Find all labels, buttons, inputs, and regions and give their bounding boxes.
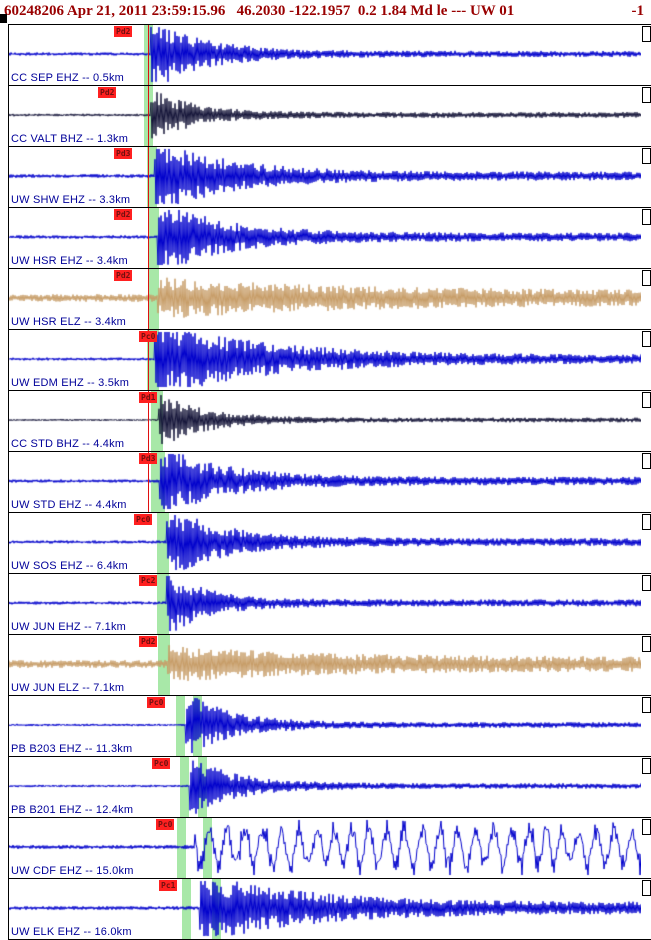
trace-panel: Pc1 UW ELK EHZ -- 16.0km	[9, 879, 651, 940]
station-label: UW EDM EHZ -- 3.5km	[11, 377, 130, 389]
waveform-canvas[interactable]	[9, 574, 641, 634]
scroll-gutter-box[interactable]	[642, 209, 651, 225]
station-label: UW SHW EHZ -- 3.3km	[11, 194, 131, 206]
trace-panel: Pc0 UW EDM EHZ -- 3.5km	[9, 330, 651, 391]
waveform-canvas[interactable]	[9, 513, 641, 573]
station-label: UW ELK EHZ -- 16.0km	[11, 926, 132, 938]
pick-time-line	[148, 147, 149, 207]
trace-panel: Pd2 UW HSR ELZ -- 3.4km	[9, 269, 651, 330]
trace-panel: Pd3 UW STD EHZ -- 4.4km	[9, 452, 651, 513]
scroll-gutter-box[interactable]	[642, 148, 651, 164]
station-label: UW JUN EHZ -- 7.1km	[11, 621, 127, 633]
corner-marker	[0, 14, 7, 23]
phase-pick-tag[interactable]: Pd1	[139, 392, 158, 403]
phase-pick-tag[interactable]: Pd2	[114, 26, 133, 37]
pick-time-line	[148, 330, 149, 390]
station-label: CC STD BHZ -- 4.4km	[11, 438, 125, 450]
phase-pick-tag[interactable]: Pc1	[159, 880, 178, 891]
scroll-gutter-box[interactable]	[642, 270, 651, 286]
trace-panel: Pc0 PB B201 EHZ -- 12.4km	[9, 757, 651, 818]
scroll-gutter-box[interactable]	[642, 819, 651, 835]
station-label: UW HSR ELZ -- 3.4km	[11, 316, 127, 328]
phase-pick-tag[interactable]: Pd2	[114, 270, 133, 281]
trace-panel: Pd2 UW HSR EHZ -- 3.4km	[9, 208, 651, 269]
trace-panel: Pd2 CC VALT BHZ -- 1.3km	[9, 86, 651, 147]
phase-pick-tag[interactable]: Pc0	[134, 514, 153, 525]
event-summary: 60248206 Apr 21, 2011 23:59:15.96 46.203…	[4, 3, 515, 19]
phase-pick-tag[interactable]: Pd2	[98, 87, 117, 98]
station-label: UW STD EHZ -- 4.4km	[11, 499, 127, 511]
phase-pick-tag[interactable]: Pc0	[156, 819, 175, 830]
trace-panel: Pd3 UW SHW EHZ -- 3.3km	[9, 147, 651, 208]
pick-time-line	[148, 208, 149, 268]
event-flag: -1	[631, 3, 645, 19]
phase-pick-tag[interactable]: Pc2	[139, 575, 158, 586]
waveform-canvas[interactable]	[9, 391, 641, 451]
scroll-gutter-box[interactable]	[642, 636, 651, 652]
scroll-gutter-box[interactable]	[642, 331, 651, 347]
phase-pick-tag[interactable]: Pc0	[139, 331, 158, 342]
scroll-gutter-box[interactable]	[642, 87, 651, 103]
waveform-canvas[interactable]	[9, 757, 641, 817]
pick-time-line	[148, 86, 149, 146]
phase-pick-tag[interactable]: Pc0	[147, 697, 166, 708]
phase-pick-tag[interactable]: Pc0	[152, 758, 171, 769]
pick-time-line	[148, 452, 149, 512]
station-label: PB B203 EHZ -- 11.3km	[11, 743, 133, 755]
waveform-canvas[interactable]	[9, 635, 641, 695]
phase-pick-tag[interactable]: Pd3	[139, 453, 158, 464]
waveform-canvas[interactable]	[9, 696, 641, 756]
trace-panel: Pc2 UW JUN EHZ -- 7.1km	[9, 574, 651, 635]
scroll-gutter-box[interactable]	[642, 697, 651, 713]
waveform-canvas[interactable]	[9, 818, 641, 878]
scroll-gutter-box[interactable]	[642, 453, 651, 469]
station-label: CC SEP EHZ -- 0.5km	[11, 72, 125, 84]
station-label: CC VALT BHZ -- 1.3km	[11, 133, 129, 145]
trace-panel: Pc0 UW SOS EHZ -- 6.4km	[9, 513, 651, 574]
waveform-canvas[interactable]	[9, 330, 641, 390]
trace-panel-stack: Pd2 CC SEP EHZ -- 0.5km Pd2 CC VALT BHZ …	[8, 24, 651, 940]
trace-panel: Pc0 UW CDF EHZ -- 15.0km	[9, 818, 651, 879]
phase-pick-tag[interactable]: Pd3	[114, 148, 133, 159]
station-label: PB B201 EHZ -- 12.4km	[11, 804, 134, 816]
station-label: UW SOS EHZ -- 6.4km	[11, 560, 128, 572]
scroll-gutter-box[interactable]	[642, 575, 651, 591]
trace-panel: Pc0 PB B203 EHZ -- 11.3km	[9, 696, 651, 757]
station-label: UW JUN ELZ -- 7.1km	[11, 682, 125, 694]
phase-pick-tag[interactable]: Pd2	[139, 636, 158, 647]
scroll-gutter-box[interactable]	[642, 758, 651, 774]
pick-time-line	[148, 25, 149, 85]
pick-time-line	[148, 269, 149, 329]
trace-panel: Pd1 CC STD BHZ -- 4.4km	[9, 391, 651, 452]
event-header: 60248206 Apr 21, 2011 23:59:15.96 46.203…	[0, 0, 651, 24]
station-label: UW CDF EHZ -- 15.0km	[11, 865, 134, 877]
phase-pick-tag[interactable]: Pd2	[114, 209, 133, 220]
trace-panel: Pd2 CC SEP EHZ -- 0.5km	[9, 25, 651, 86]
scroll-gutter-box[interactable]	[642, 880, 651, 896]
trace-panel: Pd2 UW JUN ELZ -- 7.1km	[9, 635, 651, 696]
waveform-canvas[interactable]	[9, 452, 641, 512]
station-label: UW HSR EHZ -- 3.4km	[11, 255, 128, 267]
pick-time-line	[148, 391, 149, 451]
scroll-gutter-box[interactable]	[642, 26, 651, 42]
scroll-gutter-box[interactable]	[642, 514, 651, 530]
scroll-gutter-box[interactable]	[642, 392, 651, 408]
